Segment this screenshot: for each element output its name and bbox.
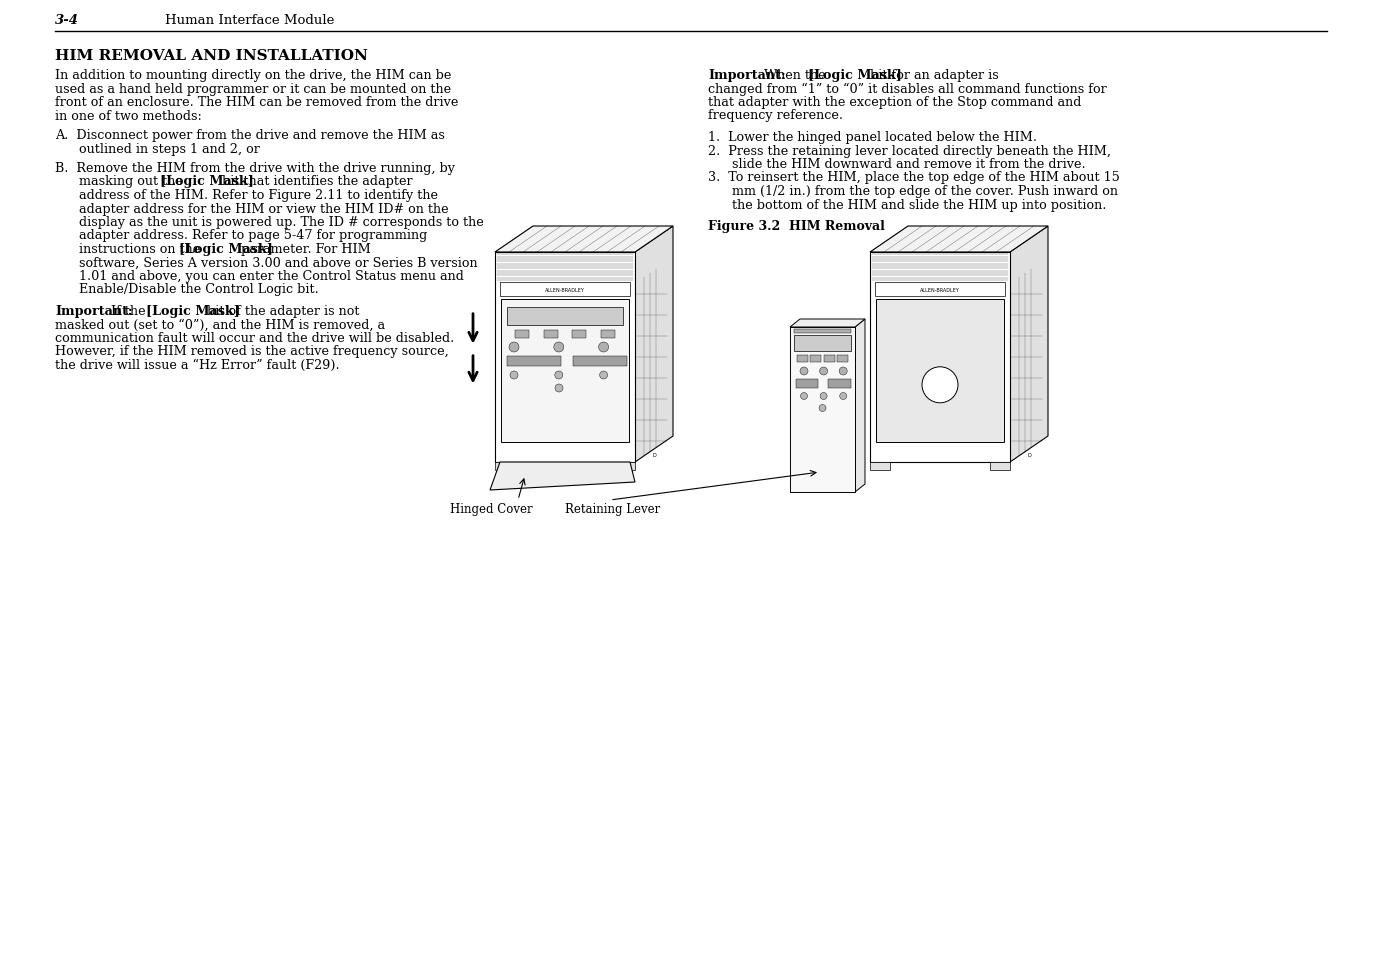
- Polygon shape: [491, 462, 634, 491]
- Bar: [507, 308, 623, 326]
- Text: However, if the HIM removed is the active frequency source,: However, if the HIM removed is the activ…: [55, 345, 449, 358]
- Text: Enable/Disable the Control Logic bit.: Enable/Disable the Control Logic bit.: [55, 283, 319, 296]
- Text: [Logic Mask]: [Logic Mask]: [808, 69, 902, 82]
- Bar: [495, 462, 515, 471]
- Bar: [507, 356, 561, 367]
- Circle shape: [554, 343, 564, 353]
- Text: D: D: [652, 453, 656, 457]
- Circle shape: [840, 393, 847, 400]
- Text: Hinged Cover: Hinged Cover: [451, 502, 532, 516]
- Text: Figure 3.2  HIM Removal: Figure 3.2 HIM Removal: [708, 220, 884, 233]
- Text: HIM REMOVAL AND INSTALLATION: HIM REMOVAL AND INSTALLATION: [55, 49, 368, 63]
- Text: Retaining Lever: Retaining Lever: [565, 502, 661, 516]
- Text: If the: If the: [102, 305, 149, 317]
- Text: Human Interface Module: Human Interface Module: [164, 14, 334, 27]
- Text: mm (1/2 in.) from the top edge of the cover. Push inward on: mm (1/2 in.) from the top edge of the co…: [708, 185, 1118, 198]
- Text: adapter address for the HIM or view the HIM ID# on the: adapter address for the HIM or view the …: [55, 202, 449, 215]
- Bar: [796, 355, 807, 363]
- Text: in one of two methods:: in one of two methods:: [55, 110, 202, 122]
- Circle shape: [509, 343, 520, 353]
- Text: frequency reference.: frequency reference.: [708, 110, 843, 122]
- Text: the bottom of the HIM and slide the HIM up into position.: the bottom of the HIM and slide the HIM …: [708, 198, 1107, 212]
- Bar: [574, 356, 627, 367]
- Text: slide the HIM downward and remove it from the drive.: slide the HIM downward and remove it fro…: [708, 158, 1086, 171]
- Circle shape: [820, 393, 826, 400]
- Bar: [795, 335, 851, 352]
- Circle shape: [820, 368, 828, 375]
- Text: instructions on the: instructions on the: [55, 243, 205, 255]
- Circle shape: [556, 385, 562, 393]
- Text: software, Series A version 3.00 and above or Series B version: software, Series A version 3.00 and abov…: [55, 256, 478, 269]
- Bar: [502, 299, 629, 442]
- Text: A.  Disconnect power from the drive and remove the HIM as: A. Disconnect power from the drive and r…: [55, 129, 445, 142]
- Text: that adapter with the exception of the Stop command and: that adapter with the exception of the S…: [708, 96, 1081, 109]
- Polygon shape: [495, 253, 634, 462]
- Text: 1.  Lower the hinged panel located below the HIM.: 1. Lower the hinged panel located below …: [708, 131, 1036, 144]
- Bar: [515, 331, 529, 338]
- Text: D: D: [1027, 453, 1031, 457]
- Bar: [875, 283, 1005, 296]
- Polygon shape: [1010, 227, 1048, 462]
- Circle shape: [800, 368, 808, 375]
- Text: communication fault will occur and the drive will be disabled.: communication fault will occur and the d…: [55, 332, 455, 345]
- Bar: [810, 355, 821, 363]
- Circle shape: [820, 405, 826, 412]
- Text: 3.  To reinsert the HIM, place the top edge of the HIM about 15: 3. To reinsert the HIM, place the top ed…: [708, 172, 1119, 184]
- Text: [Logic Mask]: [Logic Mask]: [180, 243, 274, 255]
- Text: masking out the: masking out the: [55, 175, 187, 189]
- Text: [Logic Mask]: [Logic Mask]: [146, 305, 239, 317]
- Circle shape: [510, 372, 518, 379]
- Polygon shape: [791, 328, 855, 493]
- Bar: [828, 379, 851, 389]
- Text: [Logic Mask]: [Logic Mask]: [160, 175, 254, 189]
- Text: bit that identifies the adapter: bit that identifies the adapter: [217, 175, 412, 189]
- Bar: [876, 299, 1003, 442]
- Bar: [824, 355, 835, 363]
- Polygon shape: [791, 319, 865, 328]
- Bar: [795, 330, 851, 334]
- Bar: [871, 462, 890, 471]
- Text: masked out (set to “0”), and the HIM is removed, a: masked out (set to “0”), and the HIM is …: [55, 318, 386, 331]
- Text: B.  Remove the HIM from the drive with the drive running, by: B. Remove the HIM from the drive with th…: [55, 162, 455, 174]
- Text: Important:: Important:: [708, 69, 785, 82]
- Circle shape: [598, 343, 608, 353]
- Polygon shape: [495, 227, 673, 253]
- Circle shape: [600, 372, 608, 379]
- Text: parameter. For HIM: parameter. For HIM: [236, 243, 370, 255]
- Text: ALLEN-BRADLEY: ALLEN-BRADLEY: [545, 287, 585, 293]
- Polygon shape: [871, 227, 1048, 253]
- Text: In addition to mounting directly on the drive, the HIM can be: In addition to mounting directly on the …: [55, 69, 452, 82]
- Bar: [615, 462, 634, 471]
- Text: the drive will issue a “Hz Error” fault (F29).: the drive will issue a “Hz Error” fault …: [55, 358, 340, 372]
- Polygon shape: [871, 253, 1010, 462]
- Text: When the: When the: [756, 69, 829, 82]
- Bar: [500, 283, 630, 296]
- Bar: [990, 462, 1010, 471]
- Text: outlined in steps 1 and 2, or: outlined in steps 1 and 2, or: [55, 142, 260, 155]
- Bar: [796, 379, 818, 389]
- Text: bit for an adapter is: bit for an adapter is: [867, 69, 999, 82]
- Text: ALLEN-BRADLEY: ALLEN-BRADLEY: [920, 287, 960, 293]
- Bar: [543, 331, 558, 338]
- Bar: [601, 331, 615, 338]
- Circle shape: [839, 368, 847, 375]
- Polygon shape: [855, 319, 865, 493]
- Circle shape: [922, 368, 958, 403]
- Text: changed from “1” to “0” it disables all command functions for: changed from “1” to “0” it disables all …: [708, 82, 1107, 95]
- Text: Important:: Important:: [55, 305, 133, 317]
- Text: 2.  Press the retaining lever located directly beneath the HIM,: 2. Press the retaining lever located dir…: [708, 144, 1111, 157]
- Text: bit of the adapter is not: bit of the adapter is not: [203, 305, 359, 317]
- Circle shape: [800, 393, 807, 400]
- Text: address of the HIM. Refer to Figure 2.11 to identify the: address of the HIM. Refer to Figure 2.11…: [55, 189, 438, 202]
- Polygon shape: [634, 227, 673, 462]
- Circle shape: [554, 372, 562, 379]
- Text: front of an enclosure. The HIM can be removed from the drive: front of an enclosure. The HIM can be re…: [55, 96, 459, 109]
- Text: adapter address. Refer to page 5-47 for programming: adapter address. Refer to page 5-47 for …: [55, 230, 427, 242]
- Bar: [837, 355, 849, 363]
- Text: used as a hand held programmer or it can be mounted on the: used as a hand held programmer or it can…: [55, 82, 451, 95]
- Text: display as the unit is powered up. The ID # corresponds to the: display as the unit is powered up. The I…: [55, 215, 484, 229]
- Text: 1.01 and above, you can enter the Control Status menu and: 1.01 and above, you can enter the Contro…: [55, 270, 464, 283]
- Bar: [572, 331, 586, 338]
- Text: 3-4: 3-4: [55, 14, 79, 27]
